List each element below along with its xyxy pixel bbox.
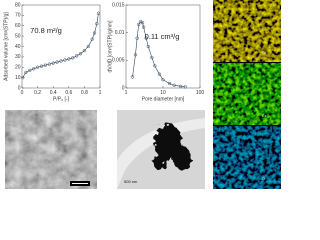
x-tick-label: 0.4 [50,90,57,96]
y-tick-label: 30 [15,54,21,60]
point [90,37,94,41]
series-line [22,13,99,78]
y-tick-label: 70 [15,13,21,19]
x-tick-label: 0.2 [34,90,41,96]
point [21,75,25,80]
point [153,64,157,68]
tem-particles [153,124,191,170]
x-tick-label: 1 [125,90,128,96]
point [71,56,75,60]
eds-map [213,0,281,62]
x-tick-label: 0 [21,90,24,96]
y-tick-label: 40 [15,44,21,50]
point [150,55,154,60]
point [142,25,146,29]
point [39,64,44,68]
y-axis-label: dV/dD [cm³(STP)/g/nm] [107,20,113,73]
point [32,67,36,71]
y-tick-label: 60 [15,23,21,29]
point [59,59,63,63]
point [183,85,187,89]
sem-image [5,110,97,189]
x-axis-label: Pore diameter [nm] [142,96,185,102]
point [74,54,79,58]
point [63,58,67,62]
x-tick-label: 10 [160,90,166,96]
point [43,63,48,67]
eds-label: Cr [262,113,267,118]
point [28,68,32,73]
annotation: 0.11 cm³/g [145,32,180,41]
x-tick-label: 0.8 [81,90,88,96]
point [35,65,40,69]
eds-label: O [262,176,265,181]
point [24,70,28,75]
eds-label: Fe [262,50,267,55]
y-tick-label: 0.015 [112,2,125,8]
point [146,44,150,49]
point [135,36,139,40]
x-tick-label: 0.6 [65,90,72,96]
point [82,49,87,53]
y-tick-label: 20 [15,65,21,71]
point [130,75,135,79]
point [140,21,145,25]
x-tick-label: 1 [99,90,102,96]
y-tick-label: 0.01 [115,30,125,36]
y-tick-label: 0 [122,85,125,91]
eds-map [213,63,281,125]
x-axis-label: P/P₀ [-] [53,96,70,102]
y-tick-label: 0 [18,85,21,91]
point [47,62,51,66]
plot-frame [125,4,201,89]
point [172,83,176,87]
y-tick-label: 0.005 [112,58,125,64]
point [95,22,99,26]
point [133,53,138,57]
y-tick-label: 50 [15,33,21,39]
point [51,61,55,65]
y-tick-label: 10 [15,75,21,81]
point [157,72,162,76]
y-axis-label: Adsorbed volume [cm³(STP)/g] [3,12,9,81]
x-tick-label: 100 [196,90,205,96]
point [92,31,97,35]
annotation: 70.8 m²/g [30,26,62,35]
tem-scale-label: 500 nm [124,179,138,184]
point [55,60,59,64]
point [161,78,165,82]
point [86,44,90,49]
point [137,22,141,27]
eds-map [213,126,281,189]
point [179,84,183,88]
point [167,81,172,86]
point [96,11,101,15]
point [78,52,83,56]
y-tick-label: 80 [15,2,21,8]
point [144,36,148,40]
point [67,57,71,61]
